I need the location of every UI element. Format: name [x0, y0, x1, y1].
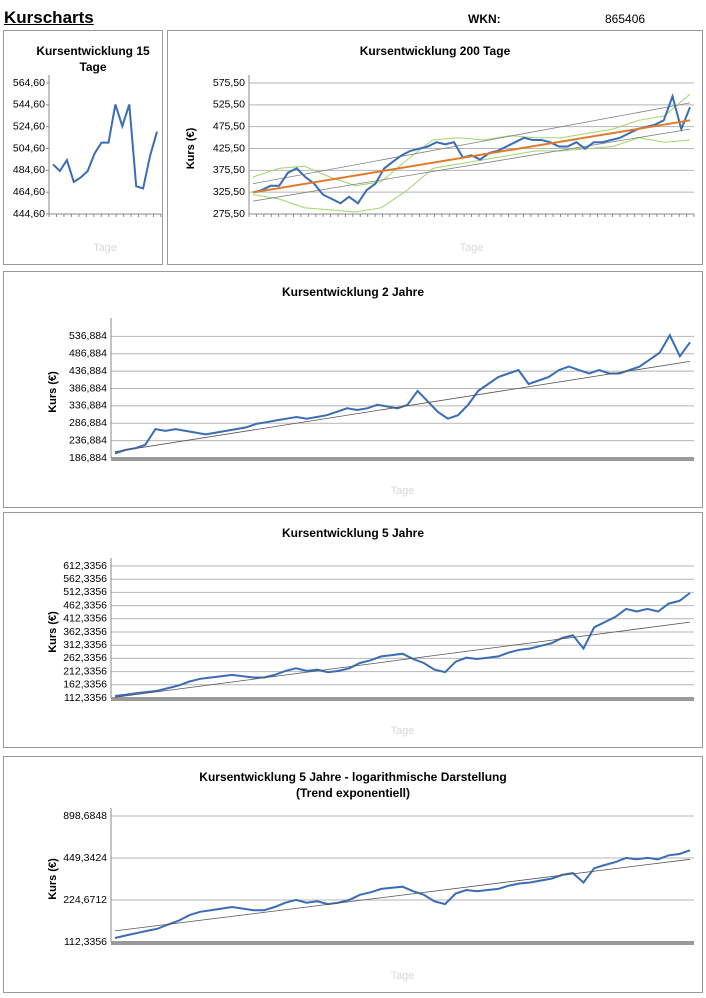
wkn-label: WKN: — [468, 12, 501, 26]
y-tick-label: 112,3356 — [64, 692, 107, 704]
y-tick-label: 386,884 — [69, 382, 107, 394]
trend-line — [252, 119, 691, 194]
y-tick-label: 224,6712 — [63, 894, 107, 906]
y-tick-label: 336,884 — [69, 400, 107, 412]
series-line — [252, 93, 691, 187]
y-tick-label: 186,884 — [69, 452, 107, 464]
y-tick-label: 312,3356 — [63, 639, 107, 651]
y-tick-label: 536,884 — [69, 330, 107, 342]
y-axis-label: Kurs (€) — [185, 127, 197, 169]
chart: 275,50 325,50 375,50 425,50 475,50 525,50 575,… — [185, 75, 695, 254]
y-axis-label: Kurs (€) — [47, 858, 59, 900]
y-tick-label: 575,50 — [213, 77, 245, 89]
y-tick-label: 898,6848 — [63, 810, 107, 822]
title-line: Kursentwicklung 5 Jahre — [281, 526, 425, 540]
title-line: (Trend exponentiell) — [295, 786, 410, 800]
chart-panel: 112,3356 224,6712 449,3424 898,6848 Tage Kurs… — [3, 756, 703, 993]
x-axis-band — [111, 941, 694, 945]
trend-line — [252, 102, 691, 185]
y-tick-label: 564,60 — [13, 77, 45, 89]
title-line: Kursentwicklung 5 Jahre - logarithmische… — [199, 770, 507, 784]
y-tick-label: 512,3356 — [63, 586, 107, 598]
x-axis-band — [111, 457, 694, 461]
y-tick-label: 525,50 — [213, 99, 245, 111]
chart-panel: 186,884 236,884 286,884 336,884 386,884 436,8… — [3, 271, 703, 508]
chart: 112,3356 224,6712 449,3424 898,6848 Tage Kurs… — [47, 808, 694, 982]
y-tick-label: 262,3356 — [63, 652, 107, 664]
y-tick-label: 544,60 — [13, 99, 45, 111]
y-tick-label: 212,3356 — [63, 665, 107, 677]
wkn-value: 865406 — [605, 12, 646, 26]
trend-line — [114, 361, 691, 453]
y-tick-label: 444,60 — [13, 208, 45, 220]
chart-title: Kursentwicklung 200 Tage — [168, 43, 702, 59]
y-tick-label: 112,3356 — [64, 936, 107, 948]
y-tick-label: 375,50 — [213, 164, 245, 176]
y-tick-label: 486,884 — [69, 348, 107, 360]
series-line — [114, 333, 691, 455]
chart-title: Kursentwicklung 15 Tage — [29, 43, 157, 75]
trend-line — [114, 858, 691, 932]
y-tick-label: 286,884 — [69, 417, 107, 429]
chart-title: Kursentwicklung 2 Jahre — [4, 284, 702, 300]
chart: 444,60 464,60 484,60 504,60 524,60 544,60 564,… — [13, 75, 162, 254]
chart: 186,884 236,884 286,884 336,884 386,884 436,8… — [47, 318, 694, 497]
trend-line — [114, 621, 691, 698]
chart-panel: 112,3356 162,3356 212,3356 262,3356 312,3356… — [3, 512, 703, 748]
y-tick-label: 325,50 — [213, 186, 245, 198]
chart-panel: 444,60 464,60 484,60 504,60 524,60 544,60 564,… — [3, 30, 163, 265]
y-tick-label: 449,3424 — [63, 852, 107, 864]
y-tick-label: 524,60 — [13, 120, 45, 132]
y-tick-label: 612,3356 — [63, 560, 107, 572]
chart-panel: 275,50 325,50 375,50 425,50 475,50 525,50 575,… — [167, 30, 703, 265]
chart-title: Kursentwicklung 5 Jahre — [4, 525, 702, 541]
x-axis-label: Tage — [391, 970, 415, 982]
y-tick-label: 504,60 — [13, 142, 45, 154]
y-tick-label: 464,60 — [13, 186, 45, 198]
y-tick-label: 275,50 — [213, 208, 245, 220]
x-axis-label: Tage — [391, 485, 415, 497]
title-line: Kursentwicklung 15 Tage — [36, 44, 150, 74]
trend-line — [252, 128, 691, 202]
x-axis-label: Tage — [93, 242, 117, 254]
series-line — [114, 849, 691, 939]
y-tick-label: 436,884 — [69, 365, 107, 377]
y-tick-label: 412,3356 — [63, 613, 107, 625]
series-line — [252, 92, 691, 205]
y-tick-label: 484,60 — [13, 164, 45, 176]
page-title: Kurscharts — [4, 8, 94, 27]
y-tick-label: 236,884 — [69, 434, 107, 446]
title-line: Kursentwicklung 2 Jahre — [281, 285, 425, 299]
y-tick-label: 462,3356 — [63, 599, 107, 611]
series-line — [252, 137, 691, 213]
x-axis-label: Tage — [391, 725, 415, 737]
series-line — [52, 104, 158, 190]
series-line — [114, 592, 691, 697]
title-line: Kursentwicklung 200 Tage — [359, 44, 511, 58]
y-tick-label: 425,50 — [213, 142, 245, 154]
y-tick-label: 562,3356 — [63, 573, 107, 585]
y-axis-label: Kurs (€) — [47, 611, 59, 653]
x-axis-label: Tage — [460, 242, 484, 254]
y-axis-label: Kurs (€) — [47, 371, 59, 413]
y-tick-label: 162,3356 — [63, 679, 107, 691]
y-tick-label: 475,50 — [213, 120, 245, 132]
x-axis-band — [111, 697, 694, 701]
chart-title: Kursentwicklung 5 Jahre - logarithmische… — [4, 769, 702, 801]
y-tick-label: 362,3356 — [63, 626, 107, 638]
